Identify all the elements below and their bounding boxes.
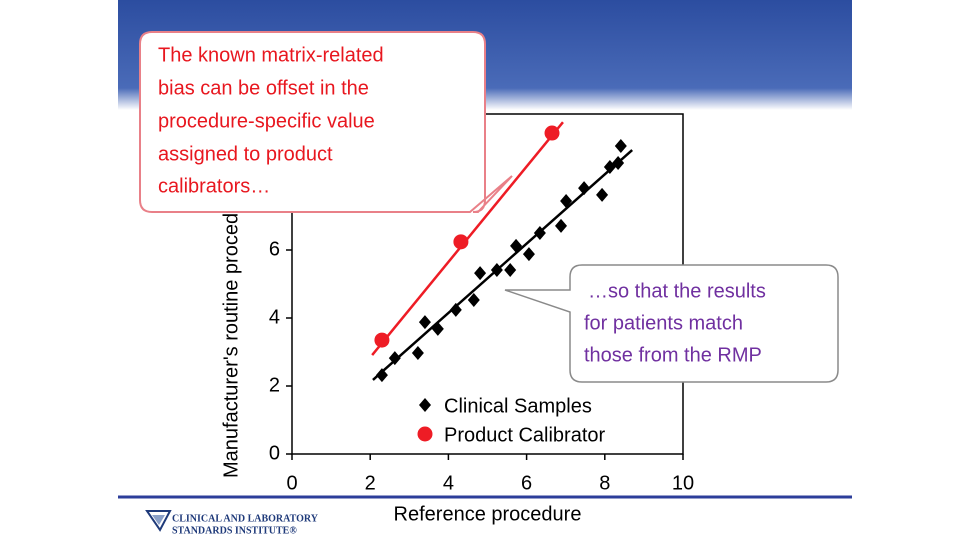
data-point [453,234,469,250]
y-tick-label: 0 [269,442,280,464]
data-point [560,194,573,209]
logo: CLINICAL AND LABORATORY STANDARDS INSTIT… [145,510,319,536]
data-point [375,368,388,383]
y-axis-label: Manufacturer's routine procedure [220,184,242,478]
x-tick-label: 0 [286,472,297,494]
data-point [374,332,390,348]
legend-marker [419,398,431,412]
x-tick-label: 4 [443,472,454,494]
callout-text: The known matrix-related [158,44,384,66]
data-point [578,181,591,196]
x-tick-label: 10 [672,472,694,494]
data-point [544,125,560,141]
callout-text: for patients match [584,312,743,334]
y-tick-label: 4 [269,306,280,328]
legend-label: Clinical Samples [444,395,592,417]
data-point [510,238,523,253]
data-point [504,263,517,278]
callout-text: assigned to product [158,143,333,165]
data-point [533,226,546,240]
data-point [388,351,401,366]
x-axis-label: Reference procedure [394,503,582,525]
logo-mark [145,510,172,532]
callout-calibrator: The known matrix-related bias can be off… [139,31,513,213]
data-point [431,321,444,336]
callout-box [504,264,839,383]
data-point [522,247,535,262]
logo-text: STANDARDS INSTITUTE® [172,525,297,536]
data-point [490,263,503,278]
data-point [612,155,625,170]
x-tick-label: 6 [521,472,532,494]
callout-text: those from the RMP [584,344,762,366]
data-point [555,218,568,233]
callout-text: bias can be offset in the [158,77,369,99]
callout-results: …so that the results for patients match … [504,264,839,383]
data-point [418,315,431,330]
legend-marker [417,426,433,442]
legend-label: Product Calibrator [444,424,606,446]
data-point [596,187,609,202]
y-tick-label: 2 [269,374,280,396]
data-point [614,138,627,153]
data-point [467,292,480,307]
y-tick-label: 6 [269,238,280,260]
logo-text: CLINICAL AND LABORATORY [172,513,319,524]
x-tick-label: 8 [599,472,610,494]
callout-box [139,31,513,213]
data-point [411,346,424,361]
callout-text: procedure-specific value [158,110,375,132]
logo-mark [152,515,165,525]
callout-text: calibrators… [158,175,270,197]
callout-text: …so that the results [588,280,766,302]
data-point [449,302,462,317]
data-point [474,266,487,281]
x-tick-label: 2 [365,472,376,494]
